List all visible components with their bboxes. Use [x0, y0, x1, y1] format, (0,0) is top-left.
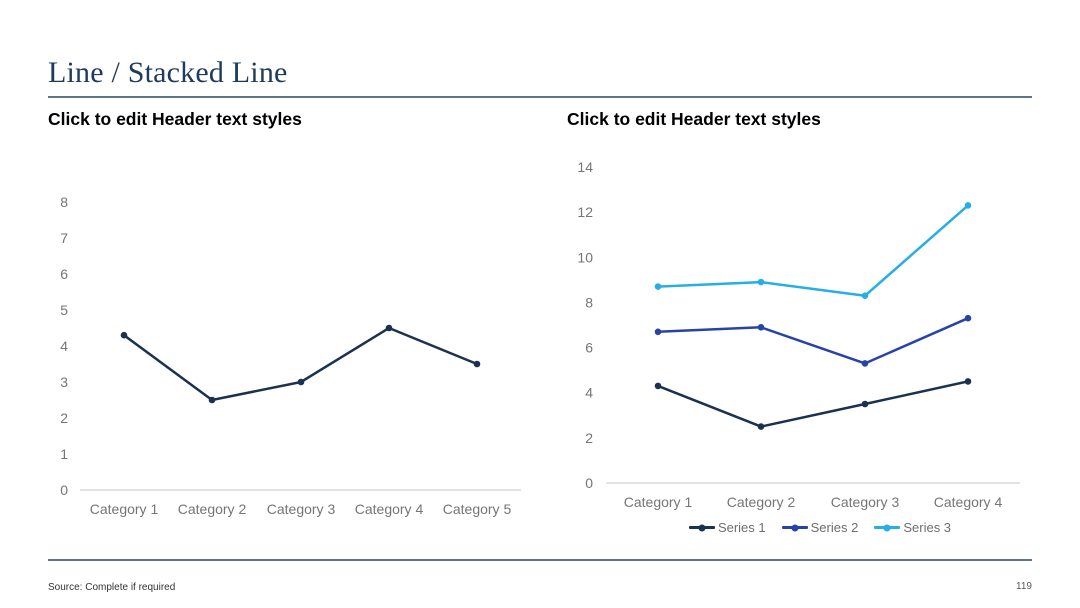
source-note: Source: Complete if required: [48, 582, 176, 593]
x-category-label: Category 1: [90, 501, 159, 517]
y-tick-label: 8: [585, 294, 593, 310]
right-line-chart[interactable]: 0 2 4 6 8 10 12 14 Category 1 Category 2 Category …: [560, 140, 1080, 560]
data-point-marker: [964, 202, 972, 209]
y-tick-label: 7: [60, 230, 68, 246]
legend-marker-dot: [883, 524, 891, 531]
y-tick-label: 4: [60, 338, 68, 354]
legend-marker-dot: [698, 524, 706, 531]
data-point-marker: [654, 382, 662, 390]
series-line: [656, 204, 970, 297]
series-line: [656, 380, 970, 428]
y-tick-label: 6: [585, 340, 593, 356]
x-category-label: Category 4: [934, 494, 1003, 510]
data-point-marker: [757, 423, 765, 430]
data-point-marker: [385, 324, 393, 332]
x-category-label: Category 1: [624, 494, 693, 510]
y-tick-label: 2: [60, 410, 68, 426]
data-point-marker: [757, 324, 765, 331]
data-point-marker: [208, 396, 216, 404]
page-number: 119: [1016, 581, 1032, 592]
data-point-marker: [861, 292, 869, 299]
y-tick-label: 10: [577, 249, 593, 265]
y-tick-label: 12: [577, 204, 593, 220]
data-point-marker: [297, 378, 305, 386]
data-point-marker: [654, 328, 662, 336]
right-chart-header[interactable]: Click to edit Header text styles: [567, 109, 821, 129]
x-category-label: Category 4: [355, 501, 424, 517]
right-chart-legend: Series 1 Series 2 Series 3: [560, 520, 1080, 535]
y-tick-label: 6: [60, 266, 68, 282]
footer-divider: [48, 559, 1032, 561]
slide-title[interactable]: Line / Stacked Line: [48, 56, 288, 89]
y-tick-label: 4: [585, 385, 593, 401]
data-point-marker: [861, 400, 869, 408]
data-point-marker: [473, 360, 481, 368]
data-point-marker: [861, 360, 869, 367]
x-category-label: Category 2: [727, 494, 796, 510]
legend-line-swatch: [874, 524, 901, 531]
data-point-marker: [654, 283, 662, 290]
x-category-label: Category 5: [443, 501, 512, 517]
x-category-label: Category 3: [831, 494, 900, 510]
y-tick-label: 5: [60, 302, 68, 318]
left-chart-header[interactable]: Click to edit Header text styles: [48, 109, 302, 129]
series-line: [656, 316, 970, 365]
y-tick-label: 2: [585, 430, 593, 446]
legend-label: Series 2: [810, 520, 859, 535]
legend-marker-dot: [791, 524, 799, 531]
x-category-label: Category 3: [267, 501, 336, 517]
data-point-marker: [757, 278, 765, 286]
data-point-marker: [964, 378, 972, 385]
y-tick-label: 3: [60, 374, 68, 390]
x-category-label: Category 2: [178, 501, 247, 517]
legend-item: Series 1: [688, 520, 766, 535]
y-tick-label: 0: [585, 475, 593, 491]
y-tick-label: 8: [60, 194, 68, 210]
data-point-marker: [120, 331, 128, 339]
data-point-marker: [964, 314, 972, 322]
legend-line-swatch: [688, 524, 715, 531]
legend-label: Series 3: [903, 520, 952, 535]
series-line: [122, 326, 479, 402]
title-divider: [48, 96, 1032, 98]
legend-line-swatch: [781, 524, 808, 531]
legend-label: Series 1: [717, 520, 766, 535]
y-tick-label: 1: [60, 446, 68, 462]
y-tick-label: 0: [60, 482, 68, 498]
legend-item: Series 3: [874, 520, 951, 535]
left-line-chart[interactable]: 0 1 2 3 4 5 6 7 8 Category 1 Category 2 Category 3 C…: [40, 160, 540, 540]
legend-item: Series 2: [781, 520, 859, 535]
y-tick-label: 14: [577, 159, 593, 175]
